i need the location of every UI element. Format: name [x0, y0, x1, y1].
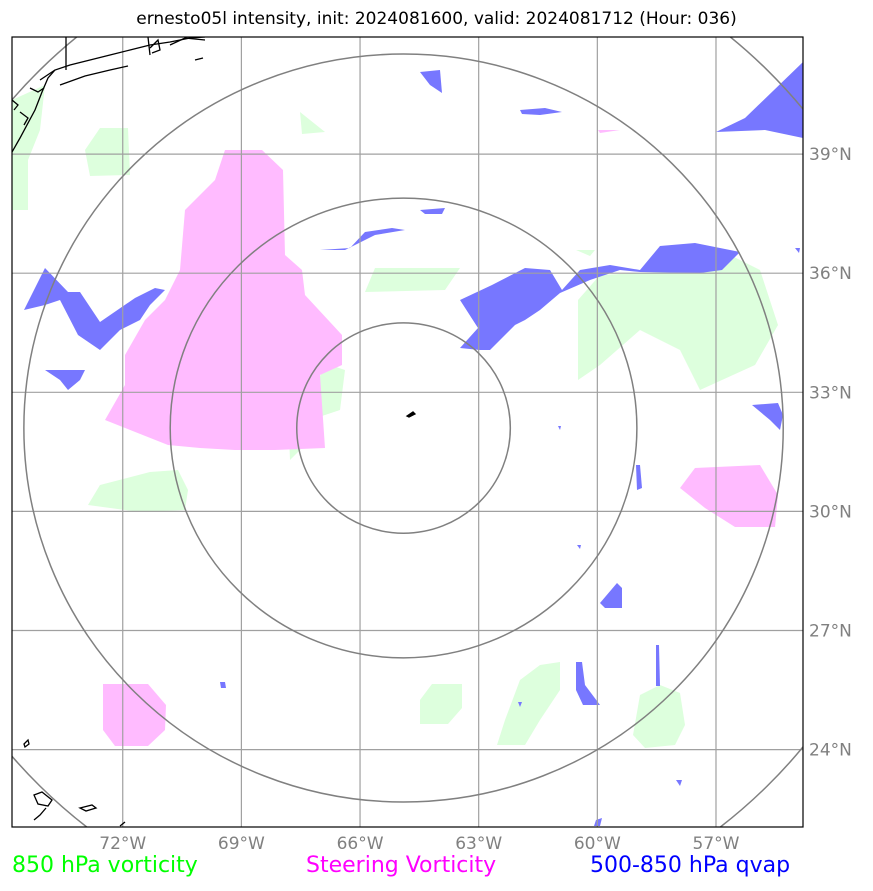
- lon-tick-label: 69°W: [218, 834, 265, 854]
- coastline-delmarva: [19, 111, 29, 126]
- qvap-area: [594, 818, 602, 826]
- qvap-area: [558, 426, 561, 430]
- qvap-area: [577, 545, 581, 549]
- vort850-area: [497, 662, 560, 745]
- state-border: [39, 69, 56, 81]
- coastline-cape-cod: [149, 38, 161, 54]
- lat-tick-label: 24°N: [809, 741, 852, 761]
- lat-tick-label: 39°N: [809, 145, 852, 165]
- qvap-area: [220, 682, 226, 688]
- coastline-northeast-us: [12, 37, 206, 153]
- qvap-area: [520, 108, 562, 115]
- lon-tick-label: 72°W: [99, 834, 146, 854]
- steering-area: [105, 150, 342, 450]
- qvap-area: [518, 702, 522, 707]
- island-bahamas: [23, 738, 30, 749]
- qvap-area: [676, 780, 682, 786]
- vort850-area: [85, 128, 130, 176]
- qvap-area: [795, 248, 800, 253]
- coastlines: [12, 37, 417, 827]
- qvap-area: [576, 662, 600, 705]
- steering-vorticity-layer: [103, 130, 778, 746]
- lat-tick-label: 30°N: [809, 502, 852, 522]
- state-border: [147, 37, 151, 56]
- vort850-area: [12, 85, 45, 210]
- range-ring: [296, 322, 512, 534]
- qvap-area: [636, 465, 642, 490]
- island-bermuda: [405, 411, 417, 418]
- steering-area: [598, 130, 620, 133]
- map-title: ernesto05l intensity, init: 2024081600, …: [136, 9, 737, 29]
- qvap-area: [320, 228, 405, 250]
- lat-tick-label: 33°N: [809, 383, 852, 403]
- vort850-area: [578, 255, 778, 390]
- lon-tick-label: 57°W: [693, 834, 740, 854]
- legend-qvap: 500-850 hPa qvap: [590, 853, 791, 878]
- qvap-area: [45, 370, 85, 390]
- qvap-layer: [24, 62, 803, 826]
- coastline-inlet: [29, 87, 45, 93]
- axis-tick-labels: 72°W 69°W 66°W 63°W 60°W 57°W 39°N 36°N 33°N 30°N…: [99, 145, 852, 854]
- qvap-area: [752, 403, 783, 430]
- range-ring: [23, 53, 784, 803]
- island-bahamas: [119, 821, 126, 827]
- vort850-area: [365, 268, 460, 292]
- qvap-area: [716, 62, 803, 138]
- coastline-nantucket: [194, 57, 204, 61]
- gridlines: [12, 37, 803, 827]
- lon-tick-label: 60°W: [574, 834, 621, 854]
- coastline-bay: [12, 99, 19, 111]
- coastline-maine: [169, 37, 206, 46]
- vort850-area: [300, 112, 325, 134]
- legend-850-vorticity: 850 hPa vorticity: [12, 853, 198, 878]
- qvap-area: [24, 268, 165, 350]
- qvap-area: [420, 70, 442, 93]
- vort850-area: [633, 685, 685, 748]
- coastline-long-island: [59, 65, 129, 86]
- lat-tick-label: 27°N: [809, 621, 852, 641]
- vort850-area: [420, 684, 462, 724]
- vort850-area: [88, 470, 188, 512]
- steering-area: [103, 684, 166, 746]
- legend-steering-vorticity: Steering Vorticity: [306, 853, 497, 878]
- qvap-area: [656, 645, 660, 686]
- island-bahamas: [78, 804, 98, 812]
- vort850-area: [576, 250, 595, 256]
- steering-area: [680, 465, 778, 527]
- qvap-area: [420, 208, 445, 214]
- island-bahamas: [33, 791, 53, 807]
- range-ring: [169, 197, 638, 659]
- lat-tick-label: 36°N: [809, 264, 852, 284]
- island-bahamas: [33, 807, 47, 821]
- qvap-area: [600, 583, 622, 608]
- lon-tick-label: 66°W: [337, 834, 384, 854]
- lon-tick-label: 63°W: [455, 834, 502, 854]
- map-frame: [11, 36, 804, 828]
- qvap-area: [460, 243, 740, 350]
